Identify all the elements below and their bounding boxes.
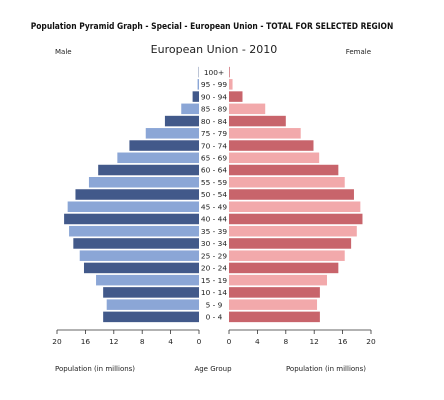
age-group-axis-label: Age Group [194, 365, 232, 373]
age-label: 75 - 79 [201, 129, 227, 138]
female-bar-95-99 [229, 79, 233, 90]
age-label: 55 - 59 [201, 178, 227, 187]
male-bar-90-94 [192, 91, 199, 102]
age-label: 5 - 9 [206, 300, 223, 309]
male-bar-45-49 [67, 201, 200, 212]
male-bar-5-9 [106, 299, 199, 310]
male-bar-0-4 [103, 311, 199, 323]
tick-label: 4 [255, 337, 260, 346]
female-bar-50-54 [229, 189, 354, 200]
female-bar-55-59 [229, 177, 345, 188]
female-bar-25-29 [229, 250, 345, 261]
age-label: 0 - 4 [206, 313, 223, 322]
age-label: 35 - 39 [201, 227, 227, 236]
male-bar-55-59 [88, 177, 199, 188]
tick-label: 12 [109, 337, 118, 346]
age-label: 65 - 69 [201, 153, 227, 162]
age-label: 15 - 19 [201, 276, 227, 285]
female-bar-15-19 [229, 274, 327, 286]
male-bar-35-39 [69, 225, 199, 237]
age-label: 80 - 84 [201, 117, 227, 126]
age-label: 85 - 89 [201, 105, 227, 114]
age-label: 50 - 54 [201, 190, 227, 199]
female-header: Female [346, 48, 371, 56]
age-label: 25 - 29 [201, 251, 227, 260]
age-label: 90 - 94 [201, 92, 227, 101]
right-x-axis: 20 16 12 8 4 0 [227, 329, 376, 346]
age-group-labels: 0 - 4 5 - 9 10 - 14 15 - 19 20 - 24 25 - 29 30… [201, 68, 227, 322]
age-label: 100+ [204, 68, 224, 77]
female-bar-5-9 [229, 299, 318, 310]
age-label: 30 - 34 [201, 239, 227, 248]
chart-subtitle: European Union - 2010 [151, 43, 278, 56]
female-bar-75-79 [229, 128, 301, 139]
left-x-axis: 20 16 12 8 4 0 [52, 329, 202, 346]
male-bar-85-89 [181, 103, 199, 115]
female-bars [229, 66, 363, 323]
male-bar-95-99 [197, 79, 199, 90]
female-bar-100- [229, 66, 230, 78]
age-label: 95 - 99 [201, 80, 227, 89]
tick-label: 16 [338, 337, 348, 346]
female-bar-45-49 [229, 201, 361, 212]
male-bar-30-34 [73, 238, 199, 249]
tick-label: 20 [366, 337, 376, 346]
male-header: Male [55, 48, 72, 56]
tick-label: 4 [168, 337, 173, 346]
female-bar-90-94 [229, 91, 243, 102]
tick-label: 16 [81, 337, 91, 346]
tick-label: 8 [283, 337, 288, 346]
female-bar-70-74 [229, 140, 314, 151]
male-bar-75-79 [145, 128, 199, 139]
female-bar-40-44 [229, 213, 363, 225]
female-bar-30-34 [229, 238, 352, 249]
age-label: 10 - 14 [201, 288, 227, 297]
male-bar-15-19 [96, 274, 199, 286]
tick-label: 0 [197, 337, 202, 346]
female-bar-10-14 [229, 287, 320, 298]
female-bar-60-64 [229, 164, 339, 176]
male-bar-40-44 [64, 213, 199, 225]
male-bar-10-14 [103, 287, 199, 298]
male-bar-80-84 [164, 115, 199, 127]
chart-title: Population Pyramid Graph - Special - Eur… [31, 21, 394, 31]
age-label: 45 - 49 [201, 202, 227, 211]
tick-label: 12 [309, 337, 318, 346]
tick-label: 8 [140, 337, 145, 346]
female-bar-80-84 [229, 115, 286, 127]
male-bar-65-69 [117, 152, 199, 164]
female-bar-85-89 [229, 103, 266, 115]
age-label: 40 - 44 [201, 215, 227, 224]
female-bar-65-69 [229, 152, 320, 164]
female-bar-20-24 [229, 262, 339, 274]
male-bar-70-74 [129, 140, 199, 151]
right-axis-label: Population (in millions) [286, 365, 366, 373]
male-bar-20-24 [83, 262, 199, 274]
female-bar-0-4 [229, 311, 320, 323]
female-bar-35-39 [229, 225, 357, 237]
age-label: 60 - 64 [201, 166, 227, 175]
male-bar-60-64 [98, 164, 199, 176]
tick-label: 20 [52, 337, 62, 346]
left-axis-label: Population (in millions) [55, 365, 135, 373]
male-bar-25-29 [79, 250, 199, 261]
male-bars [64, 66, 200, 323]
tick-label: 0 [227, 337, 232, 346]
age-label: 20 - 24 [201, 264, 227, 273]
male-bar-50-54 [75, 189, 199, 200]
age-label: 70 - 74 [201, 141, 227, 150]
